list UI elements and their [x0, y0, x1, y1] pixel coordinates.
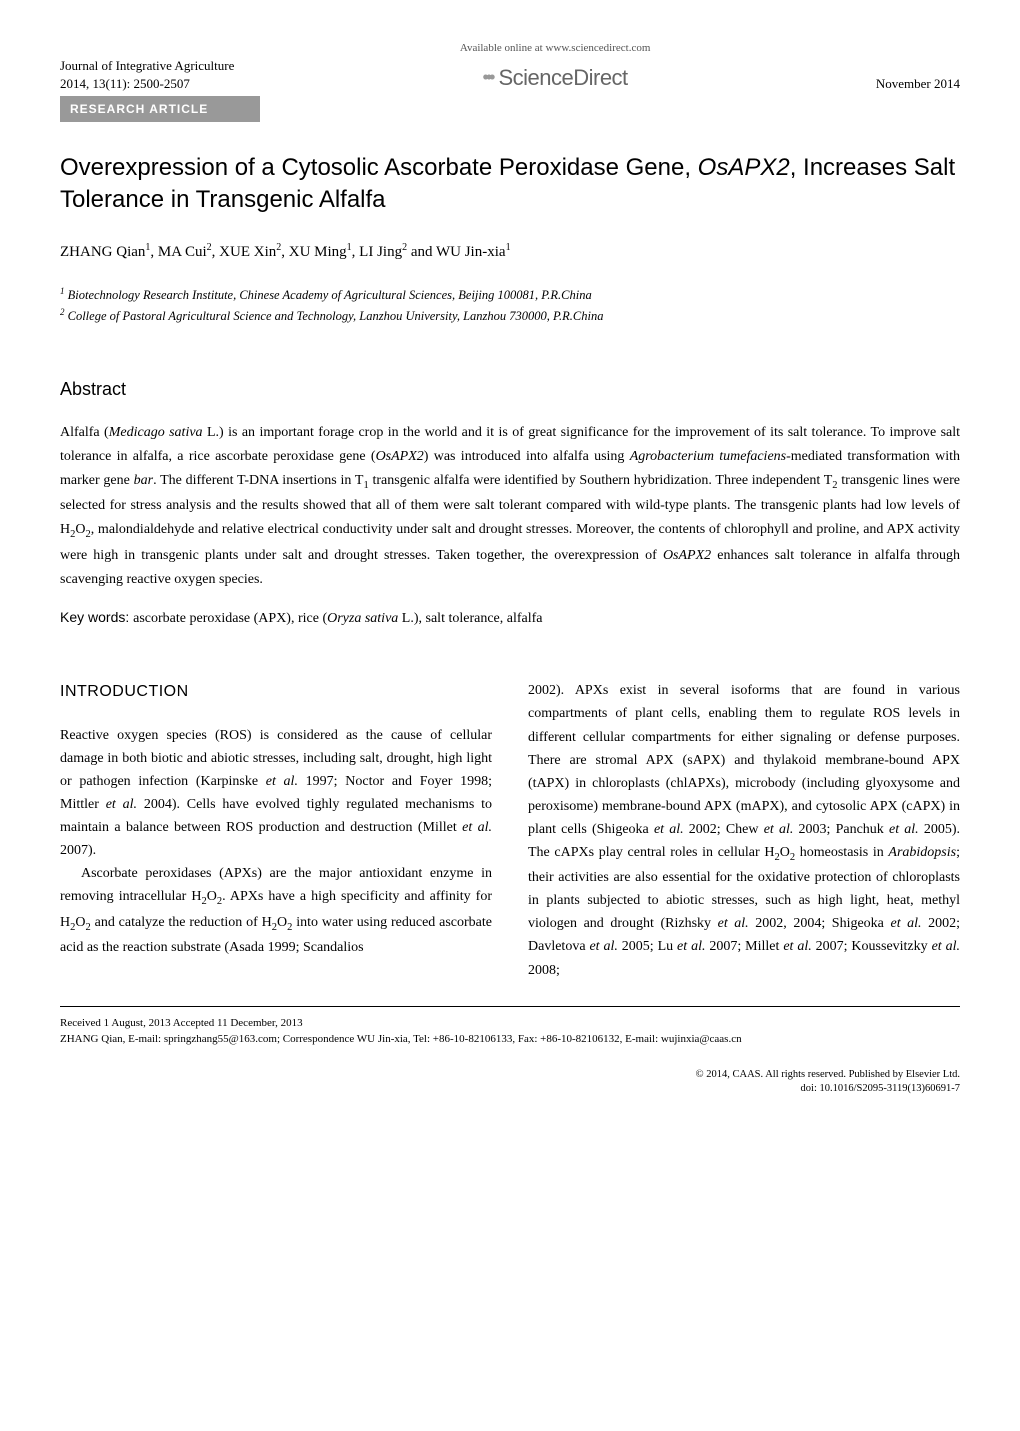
- footer-received: Received 1 August, 2013 Accepted 11 Dece…: [60, 1015, 960, 1032]
- doi-text: doi: 10.1016/S2095-3119(13)60691-7: [60, 1082, 960, 1097]
- author-1: ZHANG Qian: [60, 244, 145, 260]
- intro-columns: INTRODUCTION Reactive oxygen species (RO…: [60, 679, 960, 981]
- abstract-heading: Abstract: [60, 376, 960, 403]
- author-4: XU Ming: [289, 244, 347, 260]
- journal-name: Journal of Integrative Agriculture: [60, 57, 234, 75]
- sciencedirect-logo: ••• ScienceDirect: [483, 61, 628, 94]
- article-title: Overexpression of a Cytosolic Ascorbate …: [60, 152, 960, 217]
- affiliation-2: 2 College of Pastoral Agricultural Scien…: [60, 305, 960, 326]
- sciencedirect-block: Available online at www.sciencedirect.co…: [234, 40, 876, 94]
- author-3: XUE Xin: [219, 244, 276, 260]
- footer-divider: [60, 1006, 960, 1007]
- copyright-text: © 2014, CAAS. All rights reserved. Publi…: [60, 1068, 960, 1083]
- intro-para-1: Reactive oxygen species (ROS) is conside…: [60, 724, 492, 863]
- abstract-paragraph: Alfalfa (Medicago sativa L.) is an impor…: [60, 421, 960, 591]
- keywords: Key words: ascorbate peroxidase (APX), r…: [60, 607, 960, 629]
- available-online-text: Available online at www.sciencedirect.co…: [234, 40, 876, 57]
- affiliations: 1 Biotechnology Research Institute, Chin…: [60, 284, 960, 326]
- keywords-label: Key words:: [60, 609, 133, 625]
- intro-para-2: Ascorbate peroxidases (APXs) are the maj…: [60, 862, 492, 958]
- header-row: Journal of Integrative Agriculture 2014,…: [60, 40, 960, 94]
- research-article-bar: RESEARCH ARTICLE: [60, 96, 260, 122]
- author-list: ZHANG Qian1, MA Cui2, XUE Xin2, XU Ming1…: [60, 240, 960, 264]
- author-6: WU Jin-xia: [436, 244, 506, 260]
- copyright-block: © 2014, CAAS. All rights reserved. Publi…: [60, 1068, 960, 1097]
- issue-info: 2014, 13(11): 2500-2507: [60, 75, 234, 93]
- title-part1: Overexpression of a Cytosolic Ascorbate …: [60, 154, 698, 181]
- introduction-heading: INTRODUCTION: [60, 679, 492, 705]
- author-5: LI Jing: [359, 244, 402, 260]
- right-column: 2002). APXs exist in several isoforms th…: [528, 679, 960, 981]
- journal-info: Journal of Integrative Agriculture 2014,…: [60, 57, 234, 93]
- intro-para-3: 2002). APXs exist in several isoforms th…: [528, 679, 960, 981]
- left-column: INTRODUCTION Reactive oxygen species (RO…: [60, 679, 492, 981]
- author-2: MA Cui: [158, 244, 207, 260]
- sciencedirect-icon: •••: [483, 64, 493, 91]
- publication-date: November 2014: [876, 74, 960, 94]
- sciencedirect-label: ScienceDirect: [498, 61, 627, 94]
- affiliation-1: 1 Biotechnology Research Institute, Chin…: [60, 284, 960, 305]
- title-gene: OsAPX2: [698, 154, 790, 181]
- footer-correspondence: ZHANG Qian, E-mail: springzhang55@163.co…: [60, 1031, 960, 1048]
